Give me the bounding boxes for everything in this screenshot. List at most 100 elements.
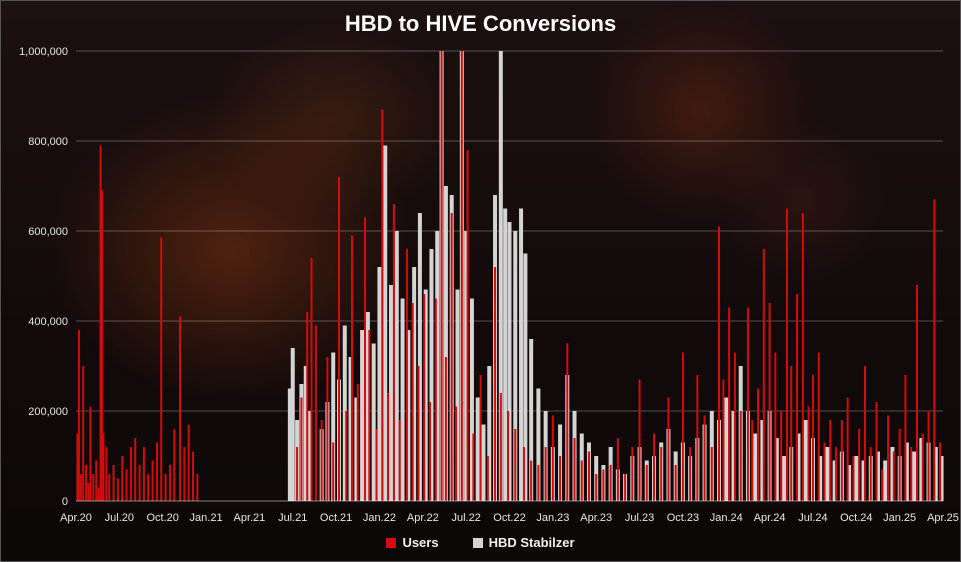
legend-item-users: Users bbox=[386, 535, 439, 550]
bar bbox=[102, 433, 105, 501]
bar bbox=[487, 366, 492, 501]
bar bbox=[503, 208, 508, 501]
bar bbox=[883, 460, 888, 501]
bar bbox=[348, 357, 353, 501]
bar bbox=[587, 451, 590, 501]
bar bbox=[472, 433, 475, 501]
bar bbox=[151, 460, 154, 501]
bar bbox=[768, 303, 771, 501]
bar bbox=[455, 406, 458, 501]
bar bbox=[921, 433, 924, 501]
x-tick-label: Jul.22 bbox=[451, 512, 480, 524]
bar bbox=[392, 204, 395, 501]
bar bbox=[417, 366, 420, 501]
bar bbox=[746, 307, 749, 501]
bar bbox=[92, 474, 95, 501]
bar bbox=[423, 289, 428, 501]
bar bbox=[875, 402, 878, 501]
bar bbox=[375, 429, 378, 501]
bar bbox=[645, 465, 648, 501]
x-tick-label: Oct.24 bbox=[840, 512, 872, 524]
bar bbox=[179, 316, 182, 501]
legend: Users HBD Stabilzer bbox=[1, 535, 960, 550]
bar bbox=[710, 447, 713, 501]
bar bbox=[440, 51, 443, 501]
bar bbox=[389, 285, 394, 501]
x-tick-label: Jan.24 bbox=[710, 512, 743, 524]
bar bbox=[624, 474, 627, 501]
bar bbox=[566, 343, 569, 501]
bar bbox=[904, 375, 907, 501]
bar bbox=[915, 285, 918, 501]
bar bbox=[87, 483, 90, 501]
legend-swatch-users bbox=[386, 537, 397, 548]
x-tick-label: Jan.22 bbox=[363, 512, 396, 524]
bar bbox=[320, 420, 323, 501]
bar bbox=[785, 208, 788, 501]
bar bbox=[890, 447, 895, 501]
bar bbox=[904, 442, 909, 501]
bar bbox=[365, 312, 370, 501]
y-tick-label: 400,000 bbox=[28, 316, 68, 328]
bar bbox=[513, 231, 518, 501]
bar bbox=[823, 442, 826, 501]
bar bbox=[350, 235, 353, 501]
bar bbox=[360, 330, 365, 501]
bar bbox=[469, 298, 474, 501]
bar bbox=[602, 469, 605, 501]
bar bbox=[858, 429, 861, 501]
bar bbox=[371, 343, 376, 501]
x-tick-label: Jan.25 bbox=[883, 512, 916, 524]
bar bbox=[523, 253, 528, 501]
bar bbox=[514, 429, 517, 501]
bar bbox=[356, 384, 359, 501]
bar bbox=[308, 411, 313, 501]
bar bbox=[796, 294, 799, 501]
bar bbox=[854, 456, 859, 501]
bar bbox=[863, 366, 866, 501]
bar bbox=[559, 456, 562, 501]
bar bbox=[660, 447, 663, 501]
bar bbox=[494, 267, 497, 501]
bar bbox=[400, 298, 405, 501]
bar bbox=[875, 451, 880, 501]
bar bbox=[881, 469, 884, 501]
x-tick-label: Jan.23 bbox=[536, 512, 569, 524]
bar bbox=[861, 460, 866, 501]
bar bbox=[314, 325, 317, 501]
bar bbox=[544, 447, 547, 501]
bar bbox=[731, 411, 736, 501]
bar bbox=[609, 465, 612, 501]
bar bbox=[411, 303, 414, 501]
bar bbox=[817, 352, 820, 501]
bar bbox=[507, 411, 510, 501]
bar bbox=[681, 352, 684, 501]
bar bbox=[134, 438, 137, 501]
bar bbox=[529, 339, 534, 501]
legend-swatch-hbd-stabilizer bbox=[472, 537, 483, 548]
x-tick-label: Oct.20 bbox=[146, 512, 178, 524]
bar bbox=[537, 465, 540, 501]
bar bbox=[869, 447, 872, 501]
bar bbox=[345, 411, 348, 501]
bar bbox=[337, 177, 340, 501]
bar bbox=[774, 352, 777, 501]
bar bbox=[142, 447, 145, 501]
bar bbox=[481, 424, 486, 501]
bar bbox=[616, 438, 619, 501]
bar bbox=[801, 213, 804, 501]
chart-title: HBD to HIVE Conversions bbox=[344, 11, 617, 36]
bar bbox=[631, 447, 634, 501]
bar bbox=[164, 474, 167, 501]
bar bbox=[300, 397, 303, 501]
bar bbox=[105, 447, 108, 501]
bar bbox=[192, 451, 195, 501]
bar bbox=[499, 393, 502, 501]
bar bbox=[892, 451, 895, 501]
bar bbox=[475, 397, 480, 501]
bar bbox=[187, 424, 190, 501]
bar bbox=[306, 312, 309, 501]
bar bbox=[530, 460, 533, 501]
bar bbox=[381, 109, 384, 501]
